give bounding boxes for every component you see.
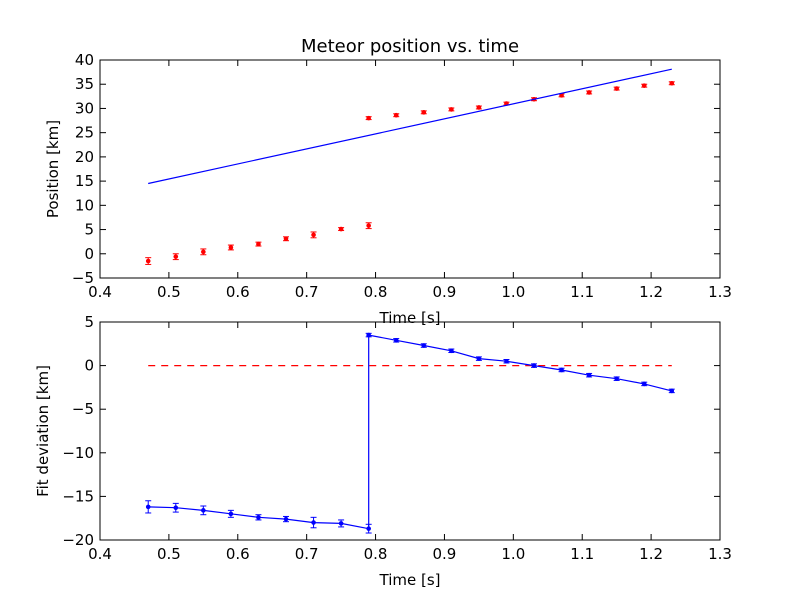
x-tick-label: 1.1 <box>570 283 594 301</box>
y-tick-label: 0 <box>84 245 94 263</box>
position-y-axis-label: Position [km] <box>44 120 62 218</box>
deviation-chart: 0.4 0.5 0.6 0.7 0.8 0.9 1.0 1.1 1.2 1.3 −20 −15 −10 −… <box>34 313 732 589</box>
data-point <box>559 93 564 98</box>
data-point <box>393 112 399 118</box>
x-tick-label: 0.6 <box>226 283 250 301</box>
y-tick-label: 40 <box>75 51 94 69</box>
x-tick-label: 0.8 <box>364 545 388 563</box>
data-point <box>531 363 537 368</box>
data-point <box>311 520 316 525</box>
x-tick-label: 1.3 <box>708 283 732 301</box>
x-tick-label: 0.5 <box>157 545 181 563</box>
x-tick-label: 0.4 <box>88 545 112 563</box>
y-tick-label: 30 <box>75 99 94 117</box>
x-tick-label: 0.9 <box>433 545 457 563</box>
data-point <box>173 254 179 259</box>
data-point <box>449 348 454 354</box>
data-point <box>366 526 371 531</box>
y-tick-label: 5 <box>84 221 94 239</box>
data-point <box>338 226 344 232</box>
deviation-chart-marks <box>145 332 675 534</box>
data-point <box>614 86 619 91</box>
x-tick-label: 1.0 <box>501 283 525 301</box>
data-point <box>173 505 179 511</box>
position-x-axis-label: Time [s] <box>379 309 441 327</box>
data-point <box>256 241 261 247</box>
x-tick-label: 1.2 <box>639 545 663 563</box>
x-tick-label: 1.3 <box>708 545 732 563</box>
x-tick-label: 0.5 <box>157 283 181 301</box>
x-tick-label: 0.6 <box>226 545 250 563</box>
x-tick-label: 1.0 <box>501 545 525 563</box>
position-chart-ticks: 0.4 0.5 0.6 0.7 0.8 0.9 1.0 1.1 1.2 1.3 −5 0 5 10 15 20… <box>72 51 732 301</box>
x-tick-label: 0.7 <box>295 545 319 563</box>
data-point <box>145 258 151 264</box>
y-tick-label: −15 <box>62 487 94 505</box>
deviation-chart-frame <box>99 321 721 541</box>
data-point <box>559 367 564 373</box>
data-point <box>201 508 206 513</box>
x-tick-label: 0.9 <box>433 283 457 301</box>
data-point <box>393 338 399 343</box>
data-point <box>366 332 371 338</box>
data-point <box>283 236 289 242</box>
y-tick-label: −5 <box>72 400 94 418</box>
y-tick-label: −10 <box>62 444 94 462</box>
deviation-x-axis-label: Time [s] <box>379 571 441 589</box>
data-point <box>256 515 261 520</box>
x-tick-label: 1.2 <box>639 283 663 301</box>
deviation-chart-ticks: 0.4 0.5 0.6 0.7 0.8 0.9 1.0 1.1 1.2 1.3 −20 −15 −10 −… <box>62 313 732 563</box>
fit-line <box>148 68 672 185</box>
data-point <box>641 83 647 88</box>
data-point <box>449 107 454 112</box>
position-chart: Meteor position vs. time 0.4 0.5 0.6 0.7 0.8… <box>44 36 732 327</box>
data-point <box>228 511 234 517</box>
x-tick-label: 0.8 <box>364 283 388 301</box>
data-point <box>669 80 675 86</box>
data-point <box>504 358 509 364</box>
y-tick-label: 25 <box>75 124 94 142</box>
position-chart-frame <box>99 59 721 279</box>
data-point <box>586 90 592 95</box>
deviation-y-axis-label: Fit deviation [km] <box>34 365 52 497</box>
data-point <box>366 223 371 228</box>
chart-title: Meteor position vs. time <box>301 36 519 57</box>
data-point <box>476 356 482 361</box>
data-point <box>641 381 647 387</box>
data-point <box>669 388 675 394</box>
data-point <box>476 105 482 110</box>
x-tick-label: 0.7 <box>295 283 319 301</box>
data-point <box>311 232 316 238</box>
data-point <box>228 245 234 250</box>
x-tick-label: 0.4 <box>88 283 112 301</box>
y-tick-label: 10 <box>75 196 94 214</box>
data-point <box>614 376 619 381</box>
y-tick-label: 35 <box>75 75 94 93</box>
data-point <box>586 372 592 378</box>
y-tick-label: −20 <box>62 531 94 549</box>
y-tick-label: 5 <box>84 313 94 331</box>
data-point <box>366 115 371 121</box>
y-tick-label: 0 <box>84 357 94 375</box>
data-point <box>283 516 289 522</box>
data-point <box>421 110 427 115</box>
data-point <box>338 521 344 526</box>
data-point <box>145 504 151 510</box>
data-point <box>421 343 427 348</box>
position-chart-marks <box>145 68 675 265</box>
data-point <box>201 249 206 255</box>
y-tick-label: 15 <box>75 172 94 190</box>
y-tick-label: −5 <box>72 269 94 287</box>
x-tick-label: 1.1 <box>570 545 594 563</box>
y-tick-label: 20 <box>75 148 94 166</box>
